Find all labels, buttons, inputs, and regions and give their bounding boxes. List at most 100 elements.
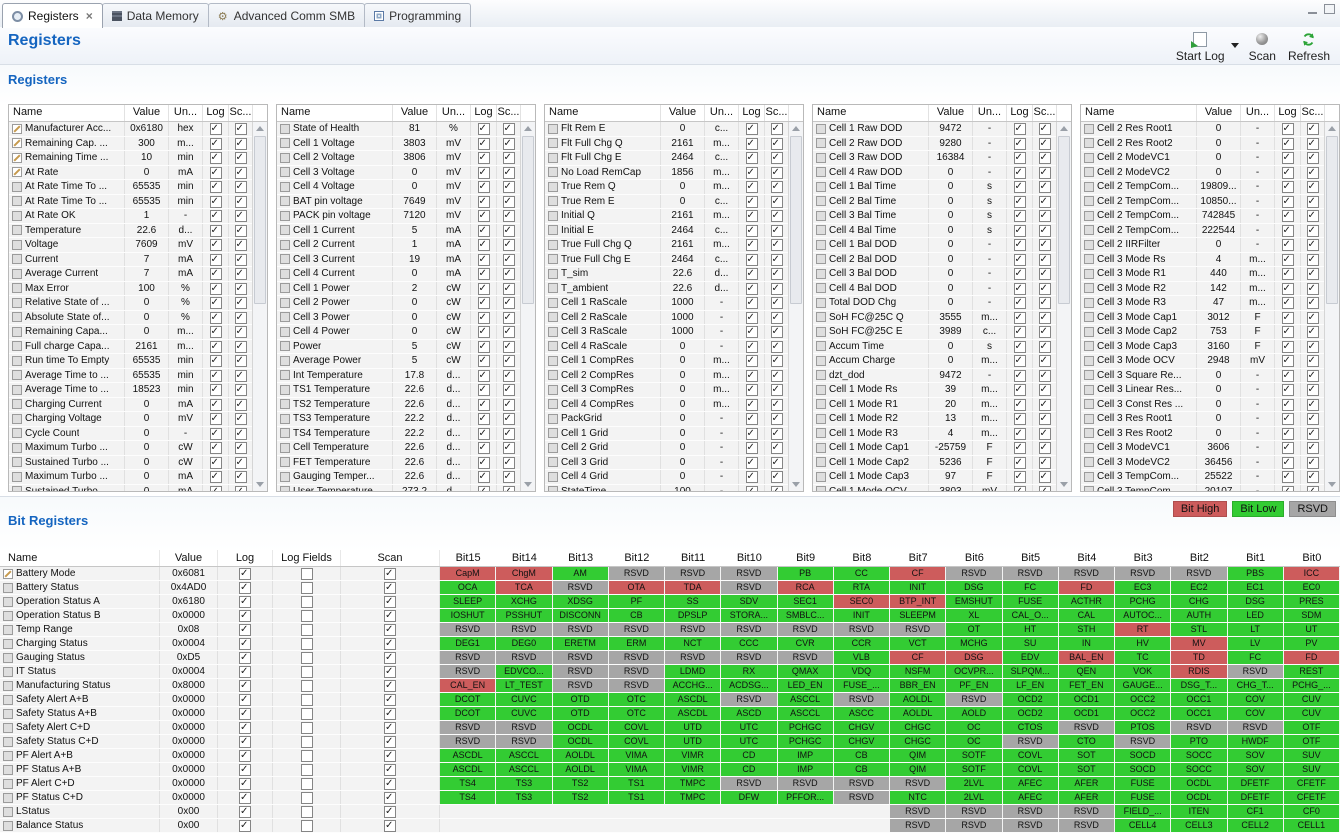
register-row[interactable]: Remaining Cap. ... 300 m... <box>9 136 253 151</box>
log-checkbox[interactable] <box>1281 427 1294 440</box>
log-checkbox[interactable] <box>1281 456 1294 469</box>
scan-checkbox[interactable] <box>502 137 515 150</box>
log-checkbox[interactable] <box>1013 238 1026 251</box>
register-row[interactable]: Cell Temperature 22.6 d... <box>277 441 521 456</box>
register-row[interactable]: T_sim 22.6 d... <box>545 267 789 282</box>
log-checkbox[interactable] <box>1013 296 1026 309</box>
log-checkbox[interactable] <box>209 441 222 454</box>
log-checkbox[interactable] <box>477 398 490 411</box>
register-row[interactable]: Cell 2 Res Root1 0- <box>1081 122 1325 137</box>
scan-checkbox[interactable] <box>384 749 396 762</box>
scan-checkbox[interactable] <box>502 282 515 295</box>
scan-checkbox[interactable] <box>770 311 783 324</box>
scan-checkbox[interactable] <box>1306 209 1319 222</box>
register-row[interactable]: dzt_dod 9472- <box>813 368 1057 383</box>
register-row[interactable]: Cell 1 Voltage 3803 mV <box>277 136 521 151</box>
scan-checkbox[interactable] <box>770 137 783 150</box>
register-row[interactable]: Temperature 22.6 d... <box>9 223 253 238</box>
scan-checkbox[interactable] <box>234 340 247 353</box>
scan-checkbox[interactable] <box>502 195 515 208</box>
scan-checkbox[interactable] <box>770 209 783 222</box>
log-fields-checkbox[interactable] <box>300 666 313 678</box>
scan-checkbox[interactable] <box>502 354 515 367</box>
log-checkbox[interactable] <box>477 151 490 164</box>
scan-checkbox[interactable] <box>234 456 247 469</box>
scan-checkbox[interactable] <box>1038 195 1051 208</box>
register-row[interactable]: SoH FC@25C E 3989 c... <box>813 325 1057 340</box>
register-row[interactable]: Cycle Count 0- <box>9 426 253 441</box>
log-checkbox[interactable] <box>209 296 222 309</box>
register-row[interactable]: Cell 3 Mode R3 47 m... <box>1081 296 1325 311</box>
scan-checkbox[interactable] <box>1038 137 1051 150</box>
log-checkbox[interactable] <box>477 427 490 440</box>
scan-checkbox[interactable] <box>1306 427 1319 440</box>
scan-checkbox[interactable] <box>502 151 515 164</box>
register-row[interactable]: Max Error 100% <box>9 281 253 296</box>
log-fields-checkbox[interactable] <box>300 708 313 720</box>
bit-register-row[interactable]: Battery Status0x4AD0OCATCARSVDOTATDARSVD… <box>0 581 1340 595</box>
register-row[interactable]: Cell 4 Bal Time 0 s <box>813 223 1057 238</box>
scan-checkbox[interactable] <box>502 296 515 309</box>
register-row[interactable]: Cell 3 ModeVC2 36456- <box>1081 455 1325 470</box>
log-checkbox[interactable] <box>745 470 758 483</box>
log-checkbox[interactable] <box>745 151 758 164</box>
log-checkbox[interactable] <box>209 253 222 266</box>
scan-checkbox[interactable] <box>1038 296 1051 309</box>
register-row[interactable]: Sustained Turbo ...0mA <box>9 484 253 491</box>
log-checkbox[interactable] <box>1281 180 1294 193</box>
log-checkbox[interactable] <box>209 398 222 411</box>
log-checkbox[interactable] <box>239 805 251 818</box>
log-checkbox[interactable] <box>1281 282 1294 295</box>
scan-checkbox[interactable] <box>1306 456 1319 469</box>
scan-checkbox[interactable] <box>234 311 247 324</box>
scan-checkbox[interactable] <box>1038 166 1051 179</box>
start-log-button[interactable]: Start Log <box>1170 29 1231 65</box>
log-checkbox[interactable] <box>1013 354 1026 367</box>
log-checkbox[interactable] <box>239 651 251 664</box>
register-row[interactable]: Cell 3 Mode Rs 4 m... <box>1081 252 1325 267</box>
log-checkbox[interactable] <box>1013 456 1026 469</box>
scan-checkbox[interactable] <box>1306 253 1319 266</box>
scan-checkbox[interactable] <box>770 398 783 411</box>
register-row[interactable]: Power 5 cW <box>277 339 521 354</box>
log-fields-checkbox[interactable] <box>300 722 313 734</box>
register-row[interactable]: Accum Time 0 s <box>813 339 1057 354</box>
register-row[interactable]: Cell 2 Voltage 3806 mV <box>277 151 521 166</box>
log-checkbox[interactable] <box>1013 137 1026 150</box>
scan-checkbox[interactable] <box>1306 369 1319 382</box>
scan-checkbox[interactable] <box>234 209 247 222</box>
log-fields-checkbox[interactable] <box>300 750 313 762</box>
register-row[interactable]: Average Time to ... 65535 min <box>9 368 253 383</box>
scan-checkbox[interactable] <box>502 398 515 411</box>
register-row[interactable]: TS1 Temperature 22.6 d... <box>277 383 521 398</box>
scan-checkbox[interactable] <box>1038 180 1051 193</box>
register-row[interactable]: Cell 3 Mode Cap3 3160 F <box>1081 339 1325 354</box>
register-row[interactable]: Cell 1 Mode Cap2 5236 F <box>813 455 1057 470</box>
log-fields-checkbox[interactable] <box>300 764 313 776</box>
register-row[interactable]: Cell 3 Current 19 mA <box>277 252 521 267</box>
scan-checkbox[interactable] <box>234 137 247 150</box>
register-row[interactable]: Cell 2 Power 0 cW <box>277 296 521 311</box>
log-checkbox[interactable] <box>1281 166 1294 179</box>
log-checkbox[interactable] <box>745 427 758 440</box>
log-checkbox[interactable] <box>477 122 490 135</box>
register-row[interactable]: Flt Rem E 0 c... <box>545 122 789 137</box>
scan-checkbox[interactable] <box>1306 325 1319 338</box>
log-checkbox[interactable] <box>209 282 222 295</box>
register-row[interactable]: Cell 2 RaScale 1000- <box>545 310 789 325</box>
log-checkbox[interactable] <box>239 749 251 762</box>
tab-programming[interactable]: Programming <box>364 3 472 28</box>
register-row[interactable]: Cell 4 Grid 0- <box>545 470 789 485</box>
register-row[interactable]: Cell 3 Power 0 cW <box>277 310 521 325</box>
scan-checkbox[interactable] <box>502 224 515 237</box>
scan-checkbox[interactable] <box>770 296 783 309</box>
bit-register-row[interactable]: PF Alert C+D0x0000TS4TS3TS2TS1TMPCRSVDRS… <box>0 777 1340 791</box>
log-checkbox[interactable] <box>477 470 490 483</box>
register-row[interactable]: Cell 4 Current 0 mA <box>277 267 521 282</box>
log-checkbox[interactable] <box>745 166 758 179</box>
register-row[interactable]: Cell 2 Raw DOD 9280- <box>813 136 1057 151</box>
log-checkbox[interactable] <box>745 311 758 324</box>
log-checkbox[interactable] <box>477 369 490 382</box>
log-checkbox[interactable] <box>209 354 222 367</box>
register-row[interactable]: True Rem E 0 c... <box>545 194 789 209</box>
